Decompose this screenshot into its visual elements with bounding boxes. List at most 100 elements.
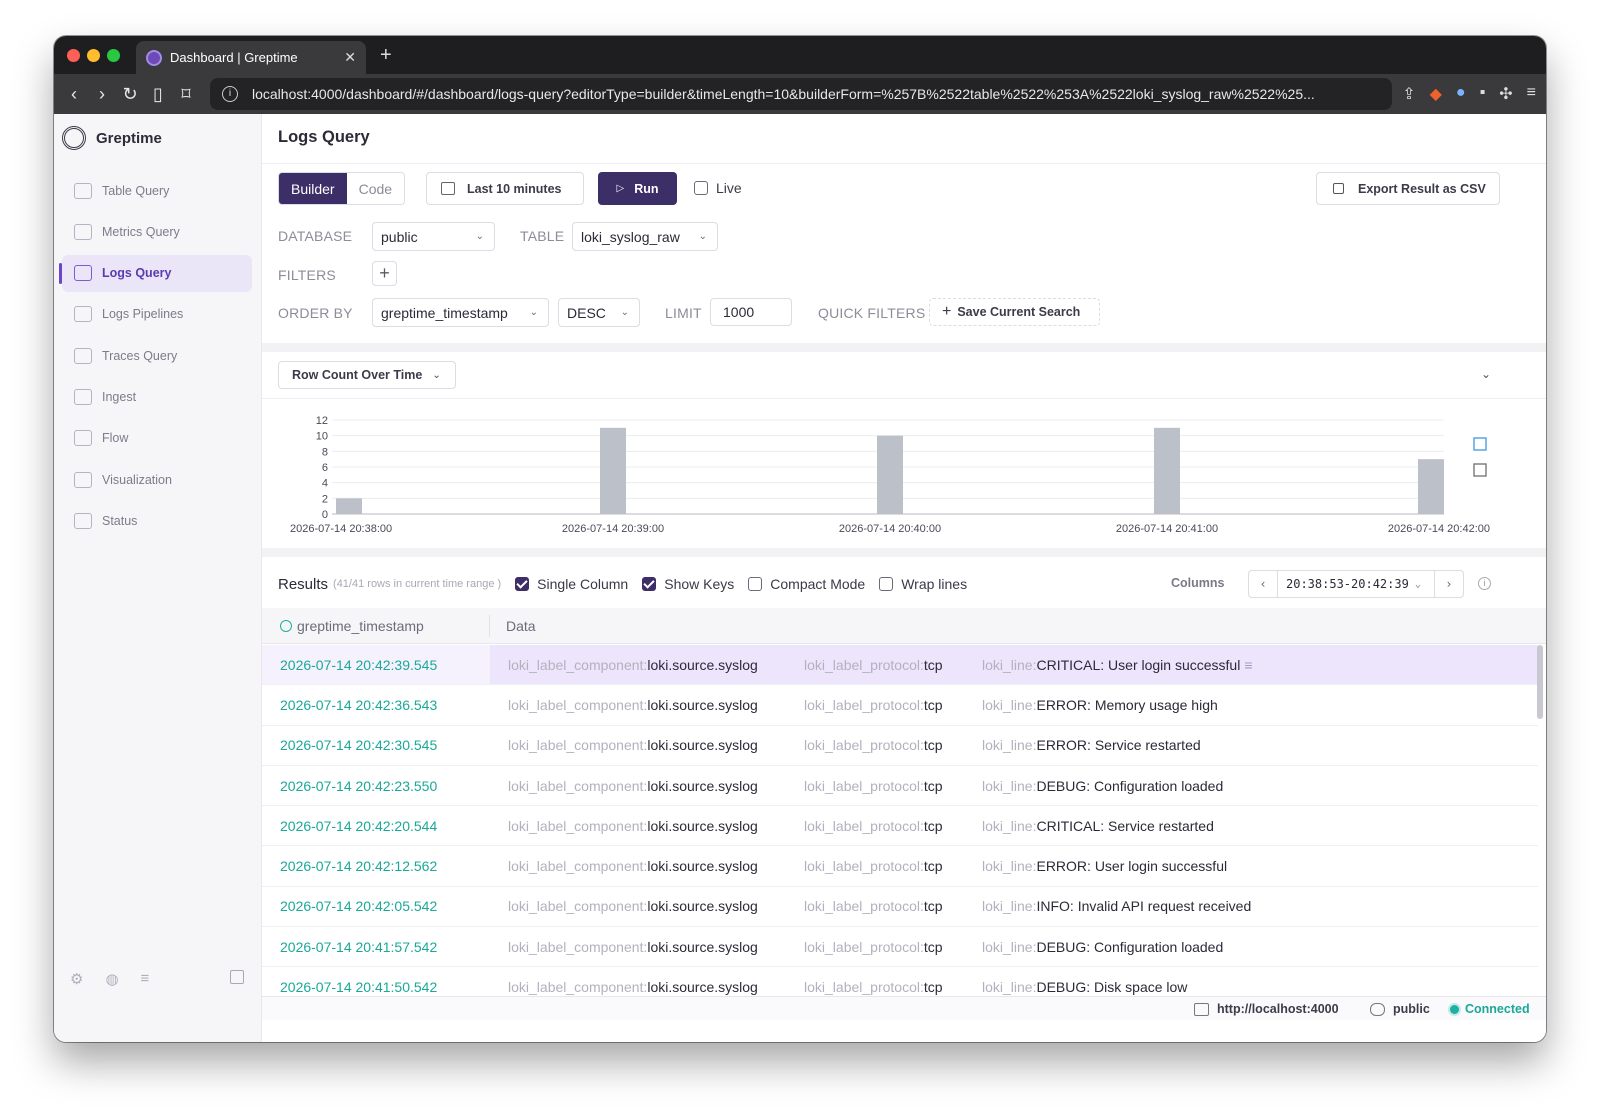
table-row[interactable]: 2026-07-14 20:41:57.542 loki_label_compon…: [262, 927, 1538, 968]
bar[interactable]: [877, 435, 903, 514]
row-timestamp[interactable]: 2026-07-14 20:42:39.545: [262, 645, 490, 685]
new-tab-icon[interactable]: +: [380, 44, 392, 66]
field-protocol[interactable]: loki_label_protocol:tcp: [804, 657, 982, 673]
field-protocol[interactable]: loki_label_protocol:tcp: [804, 697, 982, 713]
table-row[interactable]: 2026-07-14 20:42:39.545 loki_label_compon…: [262, 645, 1538, 686]
sidebar-item-flow[interactable]: Flow: [62, 420, 252, 457]
row-menu-icon[interactable]: ≡: [1244, 656, 1253, 673]
show-keys-option[interactable]: Show Keys: [642, 576, 734, 592]
field-protocol[interactable]: loki_label_protocol:tcp: [804, 778, 982, 794]
order-direction-select[interactable]: DESC ⌄: [558, 298, 640, 327]
zoom-select-icon[interactable]: [1473, 437, 1487, 451]
export-csv-button[interactable]: Export Result as CSV: [1316, 172, 1500, 205]
single-column-checkbox[interactable]: [515, 577, 530, 591]
compact-mode-checkbox[interactable]: [748, 577, 763, 591]
row-timestamp[interactable]: 2026-07-14 20:42:30.545: [280, 737, 438, 754]
brave-shield-icon[interactable]: ◆: [1429, 86, 1442, 103]
field-protocol[interactable]: loki_label_protocol:tcp: [804, 939, 982, 955]
table-select[interactable]: loki_syslog_raw ⌄: [572, 222, 718, 251]
site-info-icon[interactable]: i: [222, 86, 238, 102]
row-timestamp[interactable]: 2026-07-14 20:41:57.542: [280, 938, 438, 955]
row-timestamp[interactable]: 2026-07-14 20:42:12.562: [280, 858, 438, 875]
table-scrollbar[interactable]: [1537, 645, 1543, 719]
field-component[interactable]: loki_label_component:loki.source.syslog: [508, 979, 804, 995]
field-line[interactable]: loki_line:INFO: Invalid API request rece…: [982, 898, 1251, 914]
collapse-chart-chevron-icon[interactable]: ⌄: [1481, 367, 1492, 381]
field-component[interactable]: loki_label_component:loki.source.syslog: [508, 657, 804, 673]
extensions-puzzle-icon[interactable]: ✣: [1499, 86, 1513, 103]
live-checkbox-box[interactable]: [694, 181, 708, 195]
row-timestamp[interactable]: 2026-07-14 20:42:36.543: [280, 696, 438, 713]
show-keys-checkbox[interactable]: [642, 577, 657, 591]
field-component[interactable]: loki_label_component:loki.source.syslog: [508, 778, 804, 794]
row-timestamp[interactable]: 2026-07-14 20:41:50.542: [280, 979, 438, 996]
sidebar-item-visualization[interactable]: Visualization: [62, 461, 252, 498]
zoom-reset-icon[interactable]: [1473, 463, 1487, 477]
live-checkbox[interactable]: Live: [694, 180, 742, 196]
field-line[interactable]: loki_line:DEBUG: Configuration loaded: [982, 778, 1223, 794]
field-component[interactable]: loki_label_component:loki.source.syslog: [508, 898, 804, 914]
field-component[interactable]: loki_label_component:loki.source.syslog: [508, 939, 804, 955]
compact-mode-option[interactable]: Compact Mode: [748, 576, 865, 592]
order-by-select[interactable]: greptime_timestamp ⌄: [372, 298, 549, 327]
run-button[interactable]: ▷ Run: [598, 172, 677, 205]
time-window-select[interactable]: 20:38:53-20:42:39 ⌄: [1277, 571, 1435, 597]
field-line[interactable]: loki_line:CRITICAL: User login successfu…: [982, 657, 1253, 673]
tab-close-icon[interactable]: ✕: [344, 49, 356, 65]
field-line[interactable]: loki_line:ERROR: Memory usage high: [982, 697, 1218, 713]
sidebar-item-traces-query[interactable]: Traces Query: [62, 337, 252, 374]
field-component[interactable]: loki_label_component:loki.source.syslog: [508, 697, 804, 713]
settings-gear-icon[interactable]: ⚙: [70, 971, 84, 988]
row-timestamp[interactable]: 2026-07-14 20:42:20.544: [280, 817, 438, 834]
collapse-sidebar-icon[interactable]: [230, 970, 244, 984]
wrap-lines-option[interactable]: Wrap lines: [879, 576, 967, 592]
url-field[interactable]: i localhost:4000/dashboard/#/dashboard/l…: [210, 78, 1392, 110]
sidebar-item-logs-pipelines[interactable]: Logs Pipelines: [62, 296, 252, 333]
field-protocol[interactable]: loki_label_protocol:tcp: [804, 818, 982, 834]
field-line[interactable]: loki_line:DEBUG: Disk space low: [982, 979, 1187, 995]
maximize-window-button[interactable]: [107, 49, 120, 62]
columns-button[interactable]: Columns: [1171, 576, 1225, 590]
extension-icon[interactable]: ▪: [1479, 84, 1486, 101]
info-icon[interactable]: i: [1478, 577, 1491, 590]
sidebar-item-status[interactable]: Status: [62, 502, 252, 539]
bar[interactable]: [1154, 427, 1180, 514]
bar[interactable]: [1418, 459, 1444, 514]
row-timestamp[interactable]: 2026-07-14 20:42:05.542: [280, 898, 438, 915]
time-range-button[interactable]: Last 10 minutes: [426, 172, 584, 205]
forward-icon[interactable]: ›: [99, 83, 105, 104]
column-header-data[interactable]: Data: [506, 617, 536, 634]
field-protocol[interactable]: loki_label_protocol:tcp: [804, 979, 982, 995]
limit-input[interactable]: 1000: [710, 298, 792, 326]
table-row[interactable]: 2026-07-14 20:42:36.543 loki_label_compon…: [262, 685, 1538, 726]
menu-icon[interactable]: ≡: [1526, 84, 1536, 101]
row-timestamp[interactable]: 2026-07-14 20:42:23.550: [280, 777, 438, 794]
field-component[interactable]: loki_label_component:loki.source.syslog: [508, 858, 804, 874]
table-row[interactable]: 2026-07-14 20:42:05.542 loki_label_compon…: [262, 887, 1538, 928]
field-protocol[interactable]: loki_label_protocol:tcp: [804, 737, 982, 753]
table-row[interactable]: 2026-07-14 20:42:23.550 loki_label_compon…: [262, 766, 1538, 807]
table-row[interactable]: 2026-07-14 20:42:12.562 loki_label_compon…: [262, 846, 1538, 887]
tab-code[interactable]: Code: [346, 173, 405, 204]
browser-tab[interactable]: Dashboard | Greptime ✕: [136, 41, 366, 74]
save-current-search-button[interactable]: + Save Current Search: [929, 298, 1100, 326]
chart-type-select[interactable]: Row Count Over Time ⌄: [278, 361, 456, 389]
sidebar-item-ingest[interactable]: Ingest: [62, 378, 252, 415]
add-filter-button[interactable]: +: [372, 261, 397, 286]
sidebar-item-logs-query[interactable]: Logs Query: [59, 254, 252, 292]
field-component[interactable]: loki_label_component:loki.source.syslog: [508, 818, 804, 834]
wrap-lines-checkbox[interactable]: [879, 577, 894, 591]
field-protocol[interactable]: loki_label_protocol:tcp: [804, 898, 982, 914]
table-row[interactable]: 2026-07-14 20:42:30.545 loki_label_compon…: [262, 726, 1538, 766]
sidebar-item-metrics-query[interactable]: Metrics Query: [62, 213, 252, 250]
table-row[interactable]: 2026-07-14 20:42:20.544 loki_label_compon…: [262, 806, 1538, 847]
close-window-button[interactable]: [67, 49, 80, 62]
next-window-icon[interactable]: ›: [1446, 577, 1452, 591]
share-icon[interactable]: ⇪: [1402, 86, 1416, 103]
list-menu-icon[interactable]: ≡: [140, 970, 150, 987]
bookmark-icon[interactable]: ⌑: [181, 83, 191, 104]
sidebar-item-table-query[interactable]: Table Query: [62, 172, 252, 209]
field-line[interactable]: loki_line:CRITICAL: Service restarted: [982, 818, 1214, 834]
single-column-option[interactable]: Single Column: [515, 576, 628, 592]
database-select[interactable]: public ⌄: [372, 222, 495, 251]
